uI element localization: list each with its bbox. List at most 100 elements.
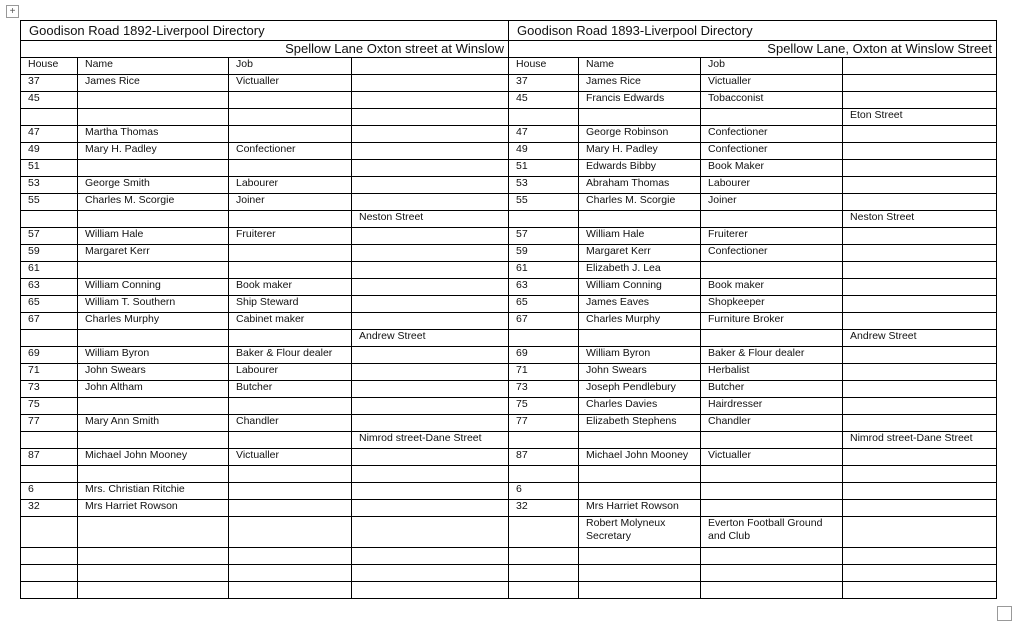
1892-house-cell[interactable]: 59 [20,244,78,262]
1893-job-cell[interactable]: Book maker [700,278,844,296]
1893-street-cell[interactable] [842,547,998,565]
1892-street-cell[interactable] [350,193,510,211]
1892-street-cell[interactable]: Andrew Street [350,329,510,347]
1892-house-cell[interactable]: 65 [20,295,78,313]
1892-name-cell[interactable]: Charles M. Scorgie [77,193,229,211]
1892-street-cell[interactable] [350,227,510,245]
1892-name-cell[interactable]: William Conning [77,278,229,296]
1893-street-cell[interactable] [842,244,998,262]
1893-street-cell[interactable] [842,380,998,398]
1892-name-cell[interactable]: Name [77,57,229,75]
1892-job-cell[interactable] [228,261,352,279]
1893-job-cell[interactable]: Everton Football Ground and Club [700,516,844,548]
1893-street-cell[interactable] [842,397,998,415]
1893-name-cell[interactable] [578,108,702,126]
1893-job-cell[interactable]: Book Maker [700,159,844,177]
1893-street-cell[interactable] [842,227,998,245]
1893-house-cell[interactable] [508,210,580,228]
1892-street-cell[interactable] [350,57,510,75]
1893-house-cell[interactable] [508,581,580,599]
1893-street-cell[interactable] [842,74,998,92]
1892-house-cell[interactable]: 77 [20,414,78,432]
1892-house-cell[interactable] [20,465,78,483]
1893-street-cell[interactable] [842,499,998,517]
1893-job-cell[interactable] [700,210,844,228]
1892-job-cell[interactable]: Joiner [228,193,352,211]
1893-street-cell[interactable] [842,295,998,313]
1892-house-cell[interactable]: 45 [20,91,78,109]
1892-street-cell[interactable] [350,91,510,109]
1893-street-cell[interactable] [842,278,998,296]
1893-street-cell[interactable] [842,142,998,160]
1892-job-cell[interactable]: Labourer [228,363,352,381]
1892-name-cell[interactable]: John Altham [77,380,229,398]
1892-name-cell[interactable]: James Rice [77,74,229,92]
1893-name-cell[interactable]: Robert Molyneux Secretary [578,516,702,548]
1892-job-cell[interactable] [228,547,352,565]
1892-street-cell[interactable] [350,499,510,517]
1893-job-cell[interactable]: Hairdresser [700,397,844,415]
1893-house-cell[interactable]: 77 [508,414,580,432]
1892-house-cell[interactable]: 51 [20,159,78,177]
1892-street-cell[interactable] [350,516,510,548]
1893-street-cell[interactable] [842,581,998,599]
1893-house-cell[interactable]: 53 [508,176,580,194]
1892-house-cell[interactable]: 6 [20,482,78,500]
1893-street-cell[interactable] [842,346,998,364]
1892-name-cell[interactable] [77,431,229,449]
1892-street-cell[interactable] [350,278,510,296]
1893-street-cell[interactable] [842,482,998,500]
1892-job-cell[interactable] [228,581,352,599]
1892-name-cell[interactable] [77,329,229,347]
1893-street-cell[interactable] [842,125,998,143]
1893-name-cell[interactable] [578,482,702,500]
1893-name-cell[interactable]: Mary H. Padley [578,142,702,160]
1892-street-cell[interactable] [350,414,510,432]
1893-job-cell[interactable] [700,564,844,582]
1892-house-cell[interactable] [20,431,78,449]
1892-house-cell[interactable]: 55 [20,193,78,211]
1892-job-cell[interactable]: Job [228,57,352,75]
1893-name-cell[interactable]: William Conning [578,278,702,296]
1893-name-cell[interactable]: John Swears [578,363,702,381]
1893-street-cell[interactable] [842,312,998,330]
1893-name-cell[interactable]: Mrs Harriet Rowson [578,499,702,517]
1892-street-cell[interactable] [350,581,510,599]
1892-name-cell[interactable]: Martha Thomas [77,125,229,143]
1892-name-cell[interactable] [77,547,229,565]
1892-street-cell[interactable]: Neston Street [350,210,510,228]
1893-house-cell[interactable] [508,329,580,347]
1893-job-cell[interactable]: Confectioner [700,142,844,160]
1892-street-cell[interactable] [350,397,510,415]
1893-name-cell[interactable] [578,431,702,449]
1893-name-cell[interactable]: William Byron [578,346,702,364]
1892-house-cell[interactable] [20,210,78,228]
1893-job-cell[interactable]: Furniture Broker [700,312,844,330]
1893-street-cell[interactable] [842,448,998,466]
1893-street-cell[interactable] [842,91,998,109]
1892-street-cell[interactable] [350,482,510,500]
1893-house-cell[interactable]: 55 [508,193,580,211]
1893-house-cell[interactable]: 59 [508,244,580,262]
1892-house-cell[interactable] [20,329,78,347]
1892-house-cell[interactable]: 37 [20,74,78,92]
1892-name-cell[interactable] [77,210,229,228]
1893-name-cell[interactable]: Edwards Bibby [578,159,702,177]
1893-job-cell[interactable]: Joiner [700,193,844,211]
1893-house-cell[interactable]: House [508,57,580,75]
1893-street-cell[interactable] [842,261,998,279]
1892-house-cell[interactable] [20,581,78,599]
1892-house-cell[interactable]: 63 [20,278,78,296]
table-move-handle-icon[interactable]: + [6,5,19,18]
1893-name-cell[interactable] [578,581,702,599]
1893-house-cell[interactable] [508,431,580,449]
1893-job-cell[interactable] [700,482,844,500]
1893-job-cell[interactable]: Labourer [700,176,844,194]
1893-street-cell[interactable] [842,159,998,177]
1893-job-cell[interactable] [700,261,844,279]
1893-street-cell[interactable] [842,57,998,75]
1893-house-cell[interactable]: 51 [508,159,580,177]
1893-job-cell[interactable]: Baker & Flour dealer [700,346,844,364]
1892-name-cell[interactable]: Charles Murphy [77,312,229,330]
1893-job-cell[interactable]: Victualler [700,448,844,466]
